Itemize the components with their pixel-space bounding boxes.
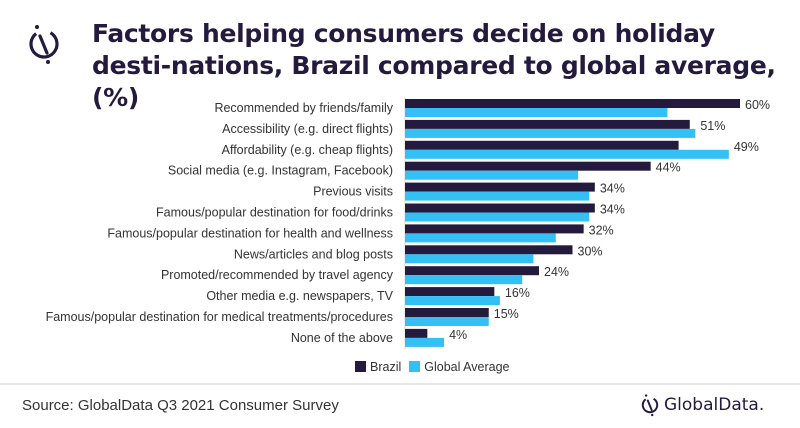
category-label: Affordability (e.g. cheap flights) [222,143,393,157]
bar-global-average [405,128,696,138]
bar-global-average [405,149,729,159]
data-label: 34% [600,203,625,217]
bar-global-average [405,233,556,243]
source-note: Source: GlobalData Q3 2021 Consumer Surv… [22,397,339,414]
bar-brazil [405,119,690,129]
legend-swatch-global [409,361,421,372]
globaldata-logo-icon [29,25,59,64]
category-label: Recommended by friends/family [214,101,393,115]
data-label: 49% [734,140,759,154]
bar-global-average [405,337,445,347]
category-label: None of the above [291,331,393,345]
bar-brazil [405,245,573,255]
globaldata-logo-icon [641,394,659,417]
category-label: News/articles and blog posts [234,247,393,261]
category-label: Other media e.g. newspapers, TV [206,289,393,303]
bar-chart: Recommended by friends/family 60% Accessib… [46,97,770,350]
bar-global-average [405,275,523,285]
data-label: 34% [600,182,625,196]
data-label: 24% [544,265,569,279]
chart-title: Factors helping consumers decide on holi… [92,19,776,112]
data-label: 30% [578,244,603,258]
category-label: Previous visits [313,185,393,199]
data-label: 60% [745,98,770,112]
category-label: Promoted/recommended by travel agency [161,268,394,282]
bar-global-average [405,191,590,201]
bar-brazil [405,140,679,150]
bar-global-average [405,108,668,117]
category-label: Famous/popular destination for food/drin… [156,206,393,220]
category-label: Social media (e.g. Instagram, Facebook) [168,164,393,178]
legend-label-global: Global Average [424,360,510,374]
data-label: 51% [700,119,725,133]
legend-item-global: Global Average [409,360,510,374]
category-label: Famous/popular destination for health an… [107,226,393,240]
bar-global-average [405,212,590,222]
data-label: 32% [589,223,614,237]
bar-brazil [405,287,495,297]
data-label: 44% [656,161,681,175]
data-label: 4% [449,328,467,342]
bar-brazil [405,308,489,317]
brand-logo: GlobalData. [640,392,764,418]
bar-brazil [405,99,740,108]
category-label: Famous/popular destination for medical t… [46,310,393,324]
bar-brazil [405,182,595,192]
bar-global-average [405,254,534,264]
legend: Brazil Global Average [355,360,510,374]
bar-brazil [405,161,651,171]
bar-brazil [405,266,539,276]
legend-label-brazil: Brazil [370,360,402,374]
bar-brazil [405,224,584,234]
bar-brazil [405,328,428,338]
data-label: 15% [494,307,519,321]
category-label: Accessibility (e.g. direct flights) [222,122,393,136]
footer-divider [0,383,800,385]
bar-brazil [405,203,595,213]
bar-global-average [405,317,489,326]
data-label: 16% [505,286,530,300]
bar-global-average [405,170,579,180]
bar-global-average [405,296,500,306]
brand-name: GlobalData. [664,395,765,415]
legend-item-brazil: Brazil [355,360,401,374]
legend-swatch-brazil [355,361,366,372]
